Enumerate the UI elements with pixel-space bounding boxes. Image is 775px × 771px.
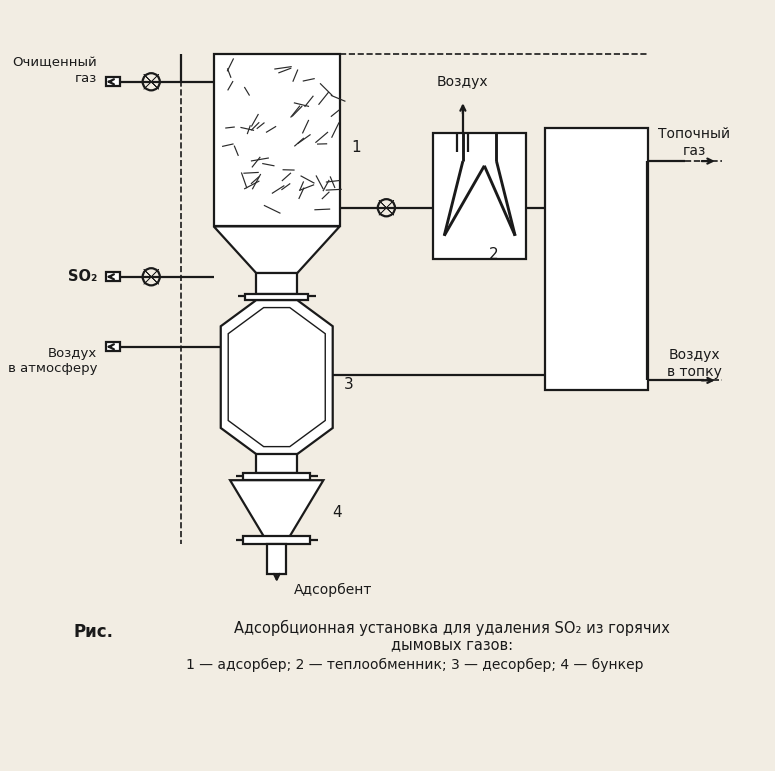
Text: 3: 3 <box>344 376 353 392</box>
Polygon shape <box>230 480 323 536</box>
Text: 4: 4 <box>332 505 343 520</box>
Text: Воздух
в топку: Воздух в топку <box>666 348 722 379</box>
Bar <box>245 294 308 300</box>
Text: Рис.: Рис. <box>74 623 114 641</box>
Text: SO₂: SO₂ <box>67 269 97 284</box>
Text: 2: 2 <box>489 247 498 262</box>
Text: 1: 1 <box>351 140 360 155</box>
Bar <box>257 454 298 473</box>
Polygon shape <box>143 269 159 284</box>
Polygon shape <box>143 74 159 89</box>
Bar <box>106 272 120 281</box>
Text: Воздух: Воздух <box>437 75 489 89</box>
Bar <box>243 536 310 544</box>
Bar <box>214 54 339 227</box>
Text: 1 — адсорбер; 2 — теплообменник; 3 — десорбер; 4 — бункер: 1 — адсорбер; 2 — теплообменник; 3 — дес… <box>186 658 643 672</box>
Text: Адсорбционная установка для удаления SO₂ из горячих: Адсорбционная установка для удаления SO₂… <box>234 620 670 636</box>
Bar <box>257 273 298 294</box>
Polygon shape <box>214 227 339 273</box>
Polygon shape <box>221 300 332 454</box>
Text: Воздух
в атмосферу: Воздух в атмосферу <box>8 347 97 375</box>
Polygon shape <box>379 200 394 215</box>
Bar <box>106 77 120 86</box>
Bar <box>267 544 286 574</box>
Polygon shape <box>143 74 159 89</box>
Bar <box>106 342 120 352</box>
Text: Очищенный
газ: Очищенный газ <box>12 56 97 85</box>
Text: дымовых газов:: дымовых газов: <box>391 637 513 652</box>
Text: Адсорбент: Адсорбент <box>294 584 372 598</box>
Text: Топочный
газ: Топочный газ <box>658 127 730 157</box>
Bar <box>545 129 648 389</box>
Bar <box>433 133 526 259</box>
Bar <box>243 473 310 480</box>
Polygon shape <box>143 269 159 284</box>
Polygon shape <box>379 200 394 215</box>
